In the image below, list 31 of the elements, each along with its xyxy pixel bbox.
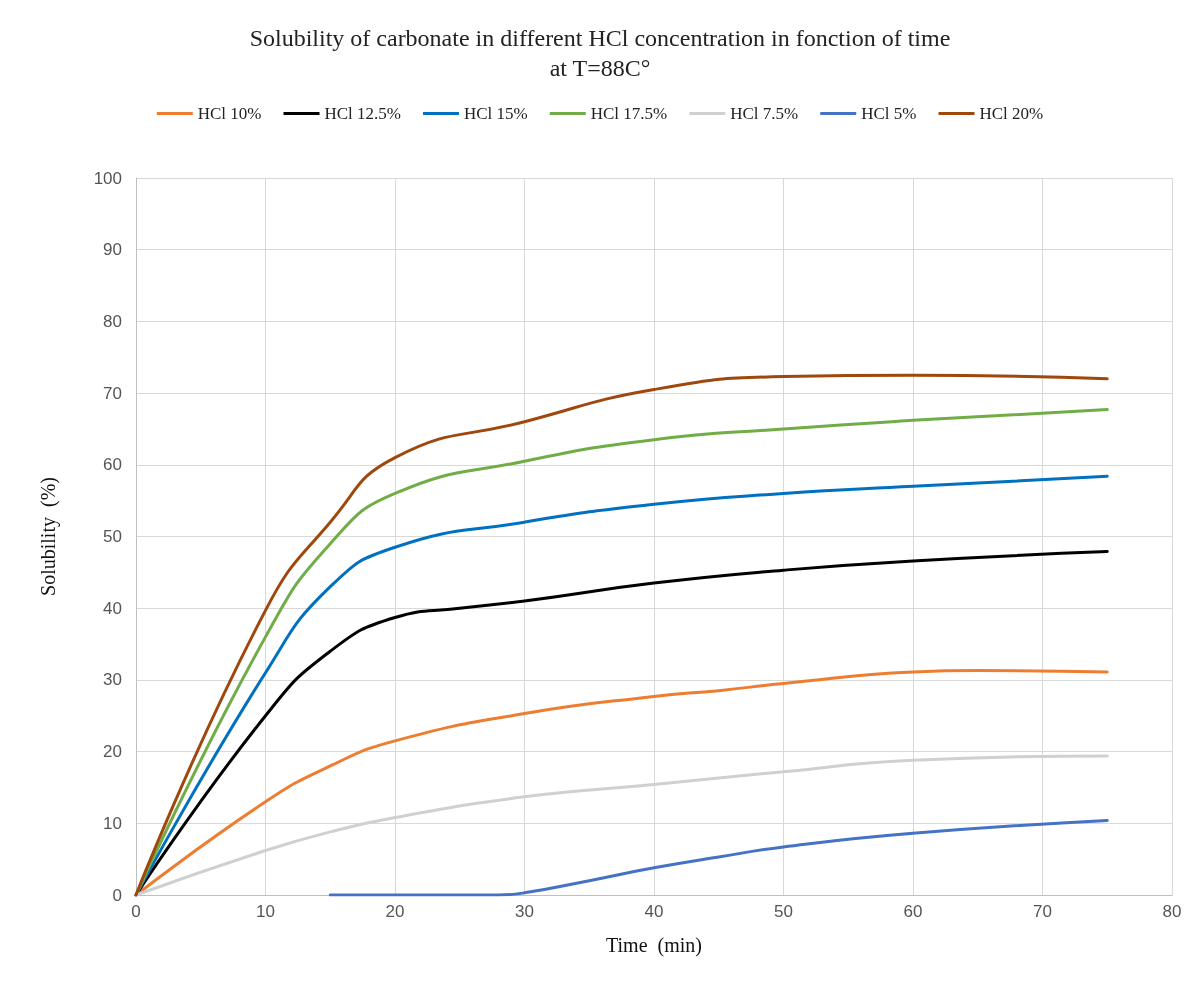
x-tick-label: 40 (644, 902, 664, 921)
legend-label: HCl 17.5% (590, 104, 668, 123)
y-tick-label: 80 (103, 311, 122, 331)
x-tick-label: 80 (1162, 902, 1182, 921)
x-tick-label: 60 (903, 902, 923, 921)
y-tick-label: 100 (93, 168, 122, 188)
y-tick-label: 30 (103, 670, 122, 690)
legend-label: HCl 12.5% (324, 104, 401, 123)
x-tick-label: 50 (774, 902, 793, 921)
x-axis-title: Time (min) (606, 934, 702, 957)
x-tick-label: 0 (131, 902, 141, 921)
legend-label: HCl 15% (464, 104, 528, 123)
y-axis-title: Solubility (%) (37, 477, 60, 596)
legend-label: HCl 7.5% (730, 104, 799, 123)
y-tick-label: 90 (103, 240, 122, 260)
y-tick-label: 0 (112, 885, 122, 905)
legend-label: HCl 5% (861, 104, 917, 123)
y-tick-label: 40 (103, 598, 122, 618)
x-tick-label: 70 (1033, 902, 1052, 921)
y-tick-label: 60 (103, 455, 122, 475)
y-tick-label: 20 (103, 742, 122, 762)
y-tick-label: 50 (103, 527, 122, 546)
y-tick-label: 70 (103, 383, 122, 403)
line-series (328, 818, 1109, 897)
legend-label: HCl 10% (197, 104, 262, 123)
chart-title: Solubility of carbonate in different HCl concentration in fonction of time at T=88C° (249, 25, 951, 81)
x-tick-label: 20 (385, 902, 405, 921)
legend-label: HCl 20% (979, 104, 1044, 123)
x-tick-label: 10 (256, 902, 275, 921)
x-tick-label: 30 (515, 902, 534, 921)
y-tick-label: 10 (103, 813, 122, 833)
